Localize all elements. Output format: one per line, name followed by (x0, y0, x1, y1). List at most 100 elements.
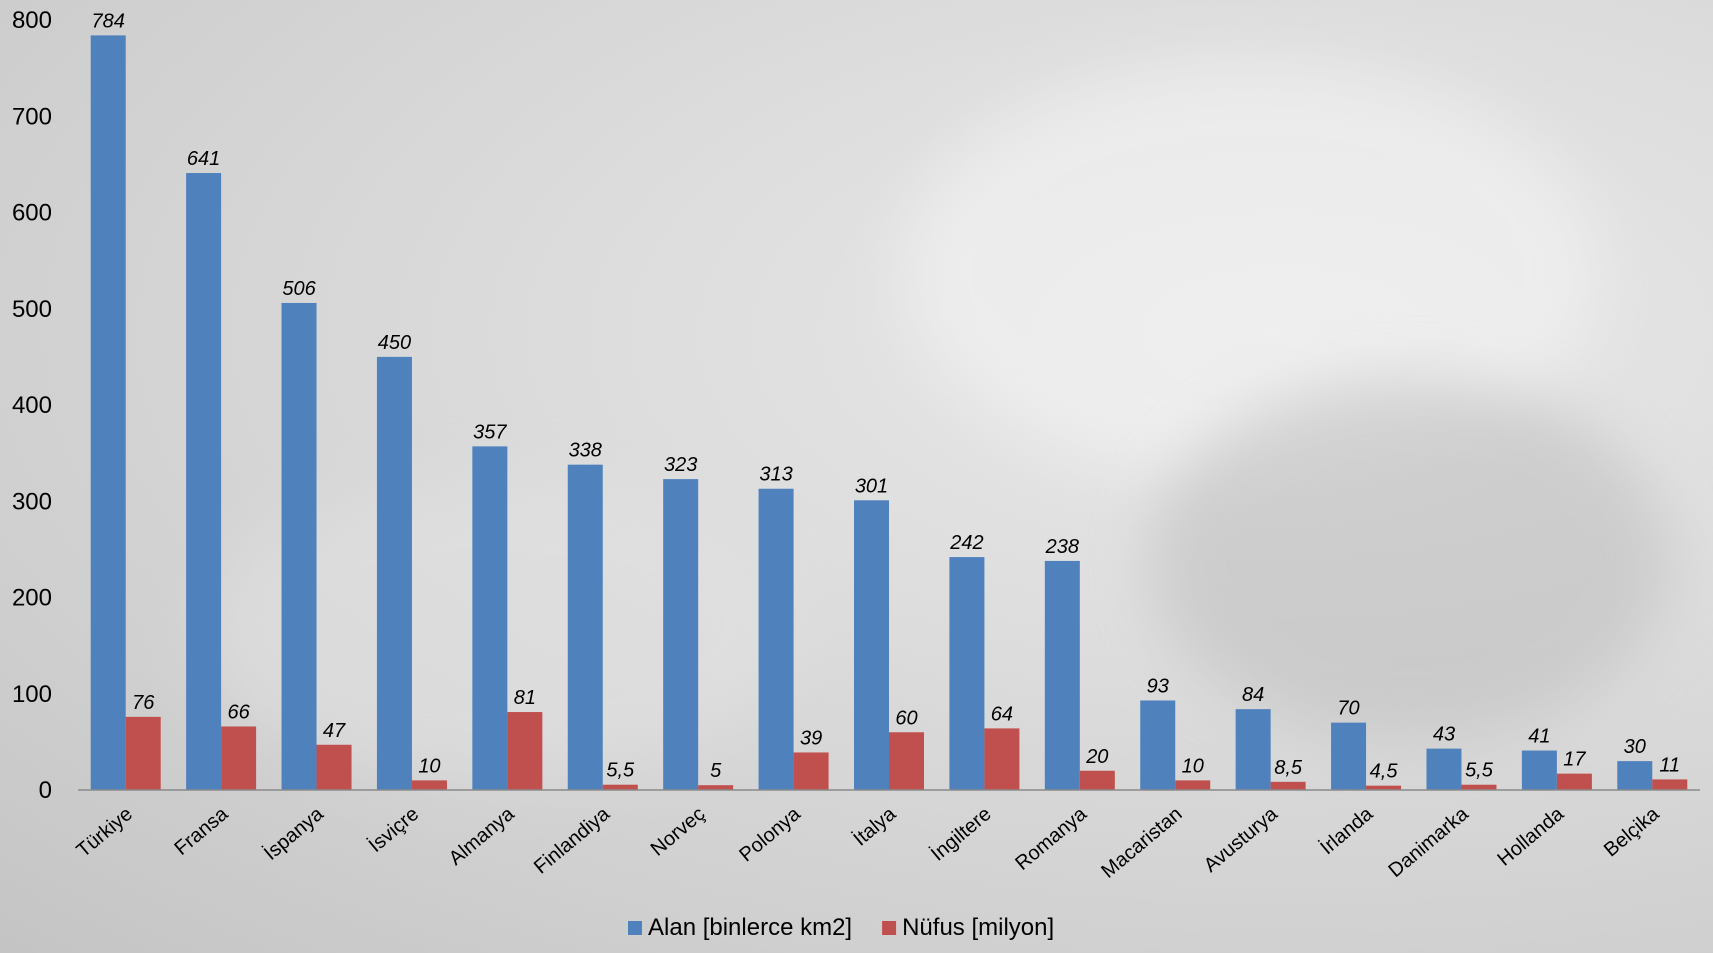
legend-swatch (628, 921, 642, 935)
data-label: 5,5 (1465, 760, 1494, 782)
bar-nufus (316, 744, 352, 790)
bar-alan (854, 500, 889, 790)
x-tick-label: Belçika (1600, 802, 1664, 861)
data-label: 84 (1242, 684, 1264, 706)
data-label: 20 (1085, 746, 1108, 768)
x-tick-label: Avusturya (1200, 802, 1283, 876)
data-label: 39 (800, 727, 822, 749)
x-tick-label: İspanya (259, 802, 328, 865)
bar-alan (376, 356, 412, 790)
bar-alan (281, 302, 317, 790)
data-label: 10 (1182, 755, 1204, 777)
bar-nufus (1461, 784, 1497, 790)
x-tick-label: Türkiye (73, 803, 137, 862)
data-label: 5 (710, 760, 722, 782)
y-tick-label: 100 (12, 681, 52, 708)
y-axis: 0 100 200 300 400 500 600 700 800 (12, 7, 52, 804)
bar-nufus (1556, 773, 1592, 790)
bar-nufus (984, 728, 1020, 790)
legend-label: Alan [binlerce km2] (648, 914, 852, 941)
data-label: 506 (282, 278, 316, 300)
data-label: 64 (991, 703, 1013, 725)
data-label: 70 (1337, 698, 1359, 720)
y-tick-label: 400 (12, 392, 52, 419)
bar-nufus (602, 784, 638, 790)
x-tick-label: İtalya (849, 802, 901, 851)
data-labels: 784 76 641 66 506 47 450 10 357 81 338 5,5 323 5 313 39… (92, 10, 1681, 782)
bar-alan (1617, 761, 1653, 790)
data-label: 30 (1624, 736, 1646, 758)
bar-alan (186, 173, 222, 791)
data-label: 784 (92, 10, 125, 32)
data-label: 17 (1563, 749, 1586, 771)
bar-alan (1331, 722, 1367, 790)
bar-nufus (1079, 770, 1115, 790)
bar-nufus (221, 726, 257, 790)
bar-nufus (1270, 781, 1306, 790)
bar-alan (90, 35, 126, 790)
x-tick-label: Macaristan (1097, 803, 1186, 883)
bar-alan (663, 479, 699, 790)
legend-swatch (882, 921, 897, 935)
bar-nufus (1652, 779, 1688, 790)
y-tick-label: 500 (12, 296, 52, 323)
bar-alan (1235, 709, 1271, 790)
y-tick-label: 300 (12, 488, 52, 515)
bar-nufus (1366, 785, 1402, 790)
bar-nufus (411, 780, 447, 790)
x-tick-label: Finlandiya (530, 802, 615, 878)
bar-nufus (507, 712, 543, 790)
x-tick-label: İngiltere (926, 802, 995, 865)
data-label: 81 (514, 687, 536, 709)
x-tick-label: Fransa (171, 802, 233, 859)
bar-alan (949, 557, 985, 790)
x-tick-label: İsviçre (364, 802, 423, 857)
bars (90, 35, 1688, 791)
data-label: 43 (1433, 724, 1455, 746)
data-label: 11 (1659, 754, 1680, 776)
data-label: 357 (473, 421, 507, 443)
bar-alan (1044, 560, 1080, 790)
data-label: 338 (569, 440, 602, 462)
bar-nufus (889, 732, 924, 790)
x-tick-label: İrlanda (1316, 802, 1378, 859)
x-tick-label: Almanya (445, 802, 519, 869)
legend-label: Nüfus [milyon] (902, 914, 1054, 941)
y-tick-label: 600 (12, 200, 52, 227)
bar-alan (1521, 750, 1557, 790)
bar-alan (1140, 700, 1176, 790)
data-label: 41 (1528, 726, 1550, 748)
bar-alan (758, 488, 794, 790)
bar-alan (567, 464, 603, 790)
legend: Alan [binlerce km2] Nüfus [milyon] (628, 914, 1054, 941)
data-label: 60 (895, 707, 917, 729)
data-label: 238 (1045, 536, 1079, 558)
background-cloud (1150, 380, 1670, 740)
bar-nufus (698, 785, 734, 790)
y-tick-label: 800 (12, 7, 52, 34)
data-label: 242 (949, 532, 983, 554)
y-tick-label: 700 (12, 103, 52, 130)
data-label: 66 (227, 701, 250, 723)
x-tick-label: Polonya (735, 802, 805, 866)
data-label: 10 (418, 755, 440, 777)
bar-nufus (1175, 780, 1211, 790)
x-tick-label: Romanya (1011, 802, 1091, 874)
data-label: 4,5 (1370, 761, 1399, 783)
data-label: 47 (323, 720, 346, 742)
data-label: 301 (855, 475, 888, 497)
bar-nufus (793, 752, 829, 790)
x-axis: Türkiye Fransa İspanya İsviçre Almanya Finlan… (73, 789, 1700, 883)
x-tick-label: Danimarka (1384, 802, 1473, 882)
y-tick-label: 0 (39, 777, 52, 804)
bar-alan (472, 446, 508, 790)
y-tick-label: 200 (12, 585, 52, 612)
data-label: 76 (132, 692, 155, 714)
x-tick-label: Norveç (647, 803, 710, 861)
data-label: 8,5 (1274, 757, 1303, 779)
data-label: 5,5 (606, 760, 635, 782)
bar-nufus (125, 716, 161, 790)
x-tick-label: Hollanda (1493, 802, 1568, 870)
